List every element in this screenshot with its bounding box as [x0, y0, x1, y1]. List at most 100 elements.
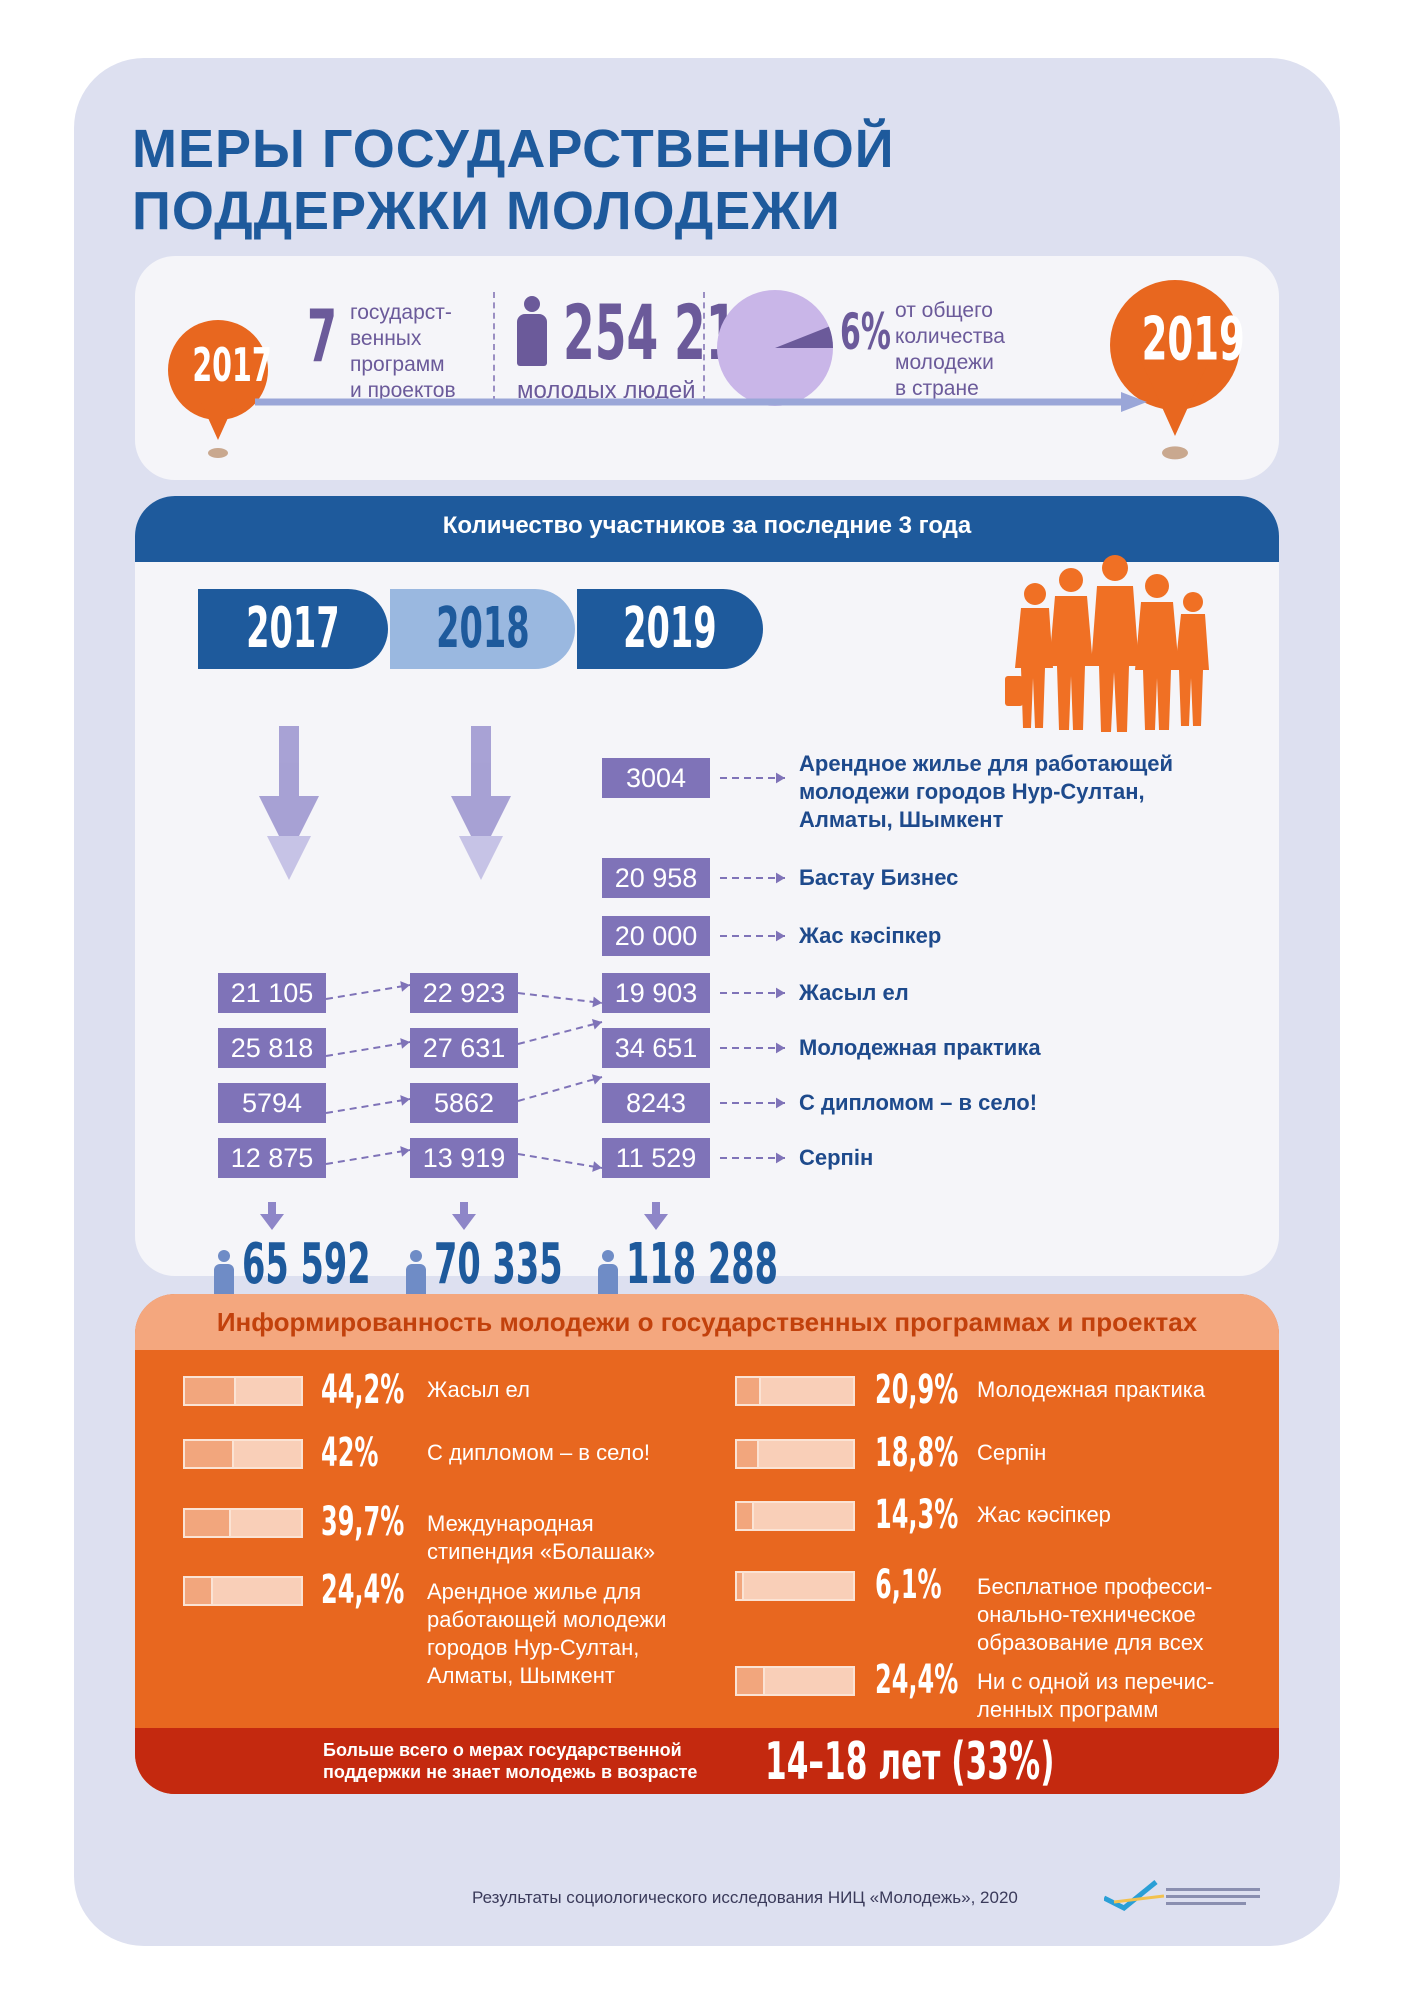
person-head	[602, 1250, 614, 1262]
awareness-bar	[735, 1376, 855, 1406]
awareness-pct: 42%	[321, 1433, 417, 1473]
awareness-label-line: Международная	[427, 1511, 594, 1536]
awareness-bar-fill	[737, 1378, 762, 1404]
flow-line	[517, 1153, 603, 1169]
awareness-label: Международная стипендия «Болашак»	[427, 1510, 655, 1566]
program-label-line: молодежи городов Нур-Султан,	[799, 779, 1145, 804]
source-note: Результаты социологического исследования…	[472, 1888, 1018, 1907]
awareness-pct-value: 14,3%	[875, 1492, 959, 1538]
label-arrow-head	[776, 772, 785, 784]
pin-year: 2019	[1110, 303, 1245, 373]
share-text-line: от общего	[895, 299, 993, 322]
share-text-line: количества	[895, 325, 1005, 348]
awareness-pct: 14,3%	[875, 1495, 1014, 1535]
flow-line	[517, 992, 603, 1004]
awareness-label-line: городов Нур-Султан,	[427, 1635, 640, 1660]
pin-tip	[190, 378, 246, 440]
awareness-label-line: стипендия «Болашак»	[427, 1539, 656, 1564]
flow-line	[325, 1098, 411, 1114]
flow-line	[517, 1021, 603, 1045]
value-box-2018: 22 923	[410, 973, 518, 1013]
programs-text-line: и проектов	[350, 379, 456, 402]
program-label: Жасыл ел	[799, 980, 909, 1005]
awareness-bar	[735, 1501, 855, 1531]
programs-text: государст- венных программ и проектов	[350, 300, 456, 404]
awareness-header: Информированность молодежи о государстве…	[135, 1294, 1279, 1350]
title-line-1: МЕРЫ ГОСУДАРСТВЕННОЙ	[132, 119, 895, 179]
year-tab-2017: 2017	[198, 589, 388, 669]
value-box-2019: 20 958	[602, 858, 710, 898]
value-box-2017: 25 818	[218, 1028, 326, 1068]
total-down-arrow-head	[260, 1214, 284, 1230]
program-label: Арендное жилье для работающей молодежи го…	[799, 750, 1173, 834]
value-box-2019: 34 651	[602, 1028, 710, 1068]
awareness-label-line: Бесплатное професси-	[977, 1574, 1213, 1599]
awareness-pct: 24,4%	[875, 1660, 1014, 1700]
awareness-label-line: онально-техническое	[977, 1602, 1196, 1627]
year-tab-label: 2017	[246, 596, 340, 661]
awareness-pct: 18,8%	[875, 1433, 1014, 1473]
total-down-arrow-head	[644, 1214, 668, 1230]
programs-text-line: венных	[350, 327, 422, 350]
awareness-label: Жас кәсіпкер	[977, 1501, 1111, 1529]
flow-line-head	[591, 1019, 602, 1030]
footer-text-line: Больше всего о мерах государственной	[323, 1740, 682, 1760]
page-title: МЕРЫ ГОСУДАРСТВЕННОЙ ПОДДЕРЖКИ МОЛОДЕЖИ	[132, 118, 895, 242]
awareness-pct-value: 24,4%	[321, 1567, 405, 1613]
year-tab-2018: 2018	[390, 589, 575, 669]
label-arrow-head	[776, 930, 785, 942]
year-tab-label: 2018	[435, 596, 530, 661]
awareness-label-line: Арендное жилье для	[427, 1579, 642, 1604]
nic-logo	[1104, 1880, 1260, 1911]
value-box-2017: 21 105	[218, 973, 326, 1013]
pin-2019: 2019	[1110, 280, 1245, 462]
value-box-2019: 8243	[602, 1083, 710, 1123]
programs-count: 7	[307, 296, 357, 376]
value-box-2018: 13 919	[410, 1138, 518, 1178]
awareness-label: Бесплатное професси-онально-техническое о…	[977, 1573, 1212, 1657]
pie-slice	[775, 326, 833, 348]
awareness-pct-value: 39,7%	[321, 1499, 405, 1545]
value-box-2017: 12 875	[218, 1138, 326, 1178]
flow-line-head	[592, 1161, 602, 1172]
total-down-arrow	[268, 1202, 276, 1216]
awareness-label-line: работающей молодежи	[427, 1607, 667, 1632]
total-value-2017: 65 592	[242, 1232, 456, 1297]
footer-text: Больше всего о мерах государственной под…	[323, 1739, 697, 1783]
awareness-label-line: Молодежная практика	[977, 1377, 1206, 1402]
program-label: Бастау Бизнес	[799, 864, 958, 892]
person-head	[410, 1250, 422, 1262]
awareness-label: Жасыл ел	[427, 1376, 530, 1404]
year-start-label: 2017	[192, 338, 272, 392]
awareness-label-line: ленных программ	[977, 1697, 1159, 1722]
footer-text-line: поддержки не знает молодежь в возрасте	[323, 1762, 698, 1782]
person-head	[218, 1250, 230, 1262]
awareness-label-line: С дипломом – в село!	[427, 1440, 651, 1465]
label-arrow-head	[776, 987, 785, 999]
program-label-line: Жас кәсіпкер	[799, 923, 942, 948]
program-label-line: Бастау Бизнес	[799, 865, 959, 890]
awareness-bar-fill	[185, 1578, 214, 1604]
programs-count-value: 7	[307, 294, 338, 378]
infographic-page: МЕРЫ ГОСУДАРСТВЕННОЙ ПОДДЕРЖКИ МОЛОДЕЖИ …	[74, 58, 1340, 1946]
awareness-pct-value: 6,1%	[875, 1562, 942, 1608]
awareness-bar-fill	[737, 1668, 766, 1694]
awareness-label: Молодежная практика	[977, 1376, 1205, 1404]
awareness-footer: Больше всего о мерах государственной под…	[135, 1728, 1279, 1794]
awareness-bar	[183, 1508, 303, 1538]
awareness-bar	[183, 1576, 303, 1606]
value-box-2017: 5794	[218, 1083, 326, 1123]
label-arrow-head	[776, 872, 785, 884]
awareness-panel: Информированность молодежи о государстве…	[135, 1294, 1279, 1794]
flow-line	[325, 1041, 411, 1057]
awareness-pct-value: 20,9%	[875, 1367, 959, 1413]
awareness-bar	[735, 1666, 855, 1696]
total-value-2019: 118 288	[626, 1232, 879, 1297]
label-arrow-head	[776, 1042, 785, 1054]
total-down-arrow	[460, 1202, 468, 1216]
awareness-bar	[183, 1376, 303, 1406]
title-line-2: ПОДДЕРЖКИ МОЛОДЕЖИ	[132, 181, 841, 241]
flow-line-head	[400, 1095, 410, 1106]
awareness-label-line: Серпін	[977, 1440, 1047, 1465]
summary-panel: 2017 7 государст- венных программ и прое…	[135, 256, 1279, 480]
